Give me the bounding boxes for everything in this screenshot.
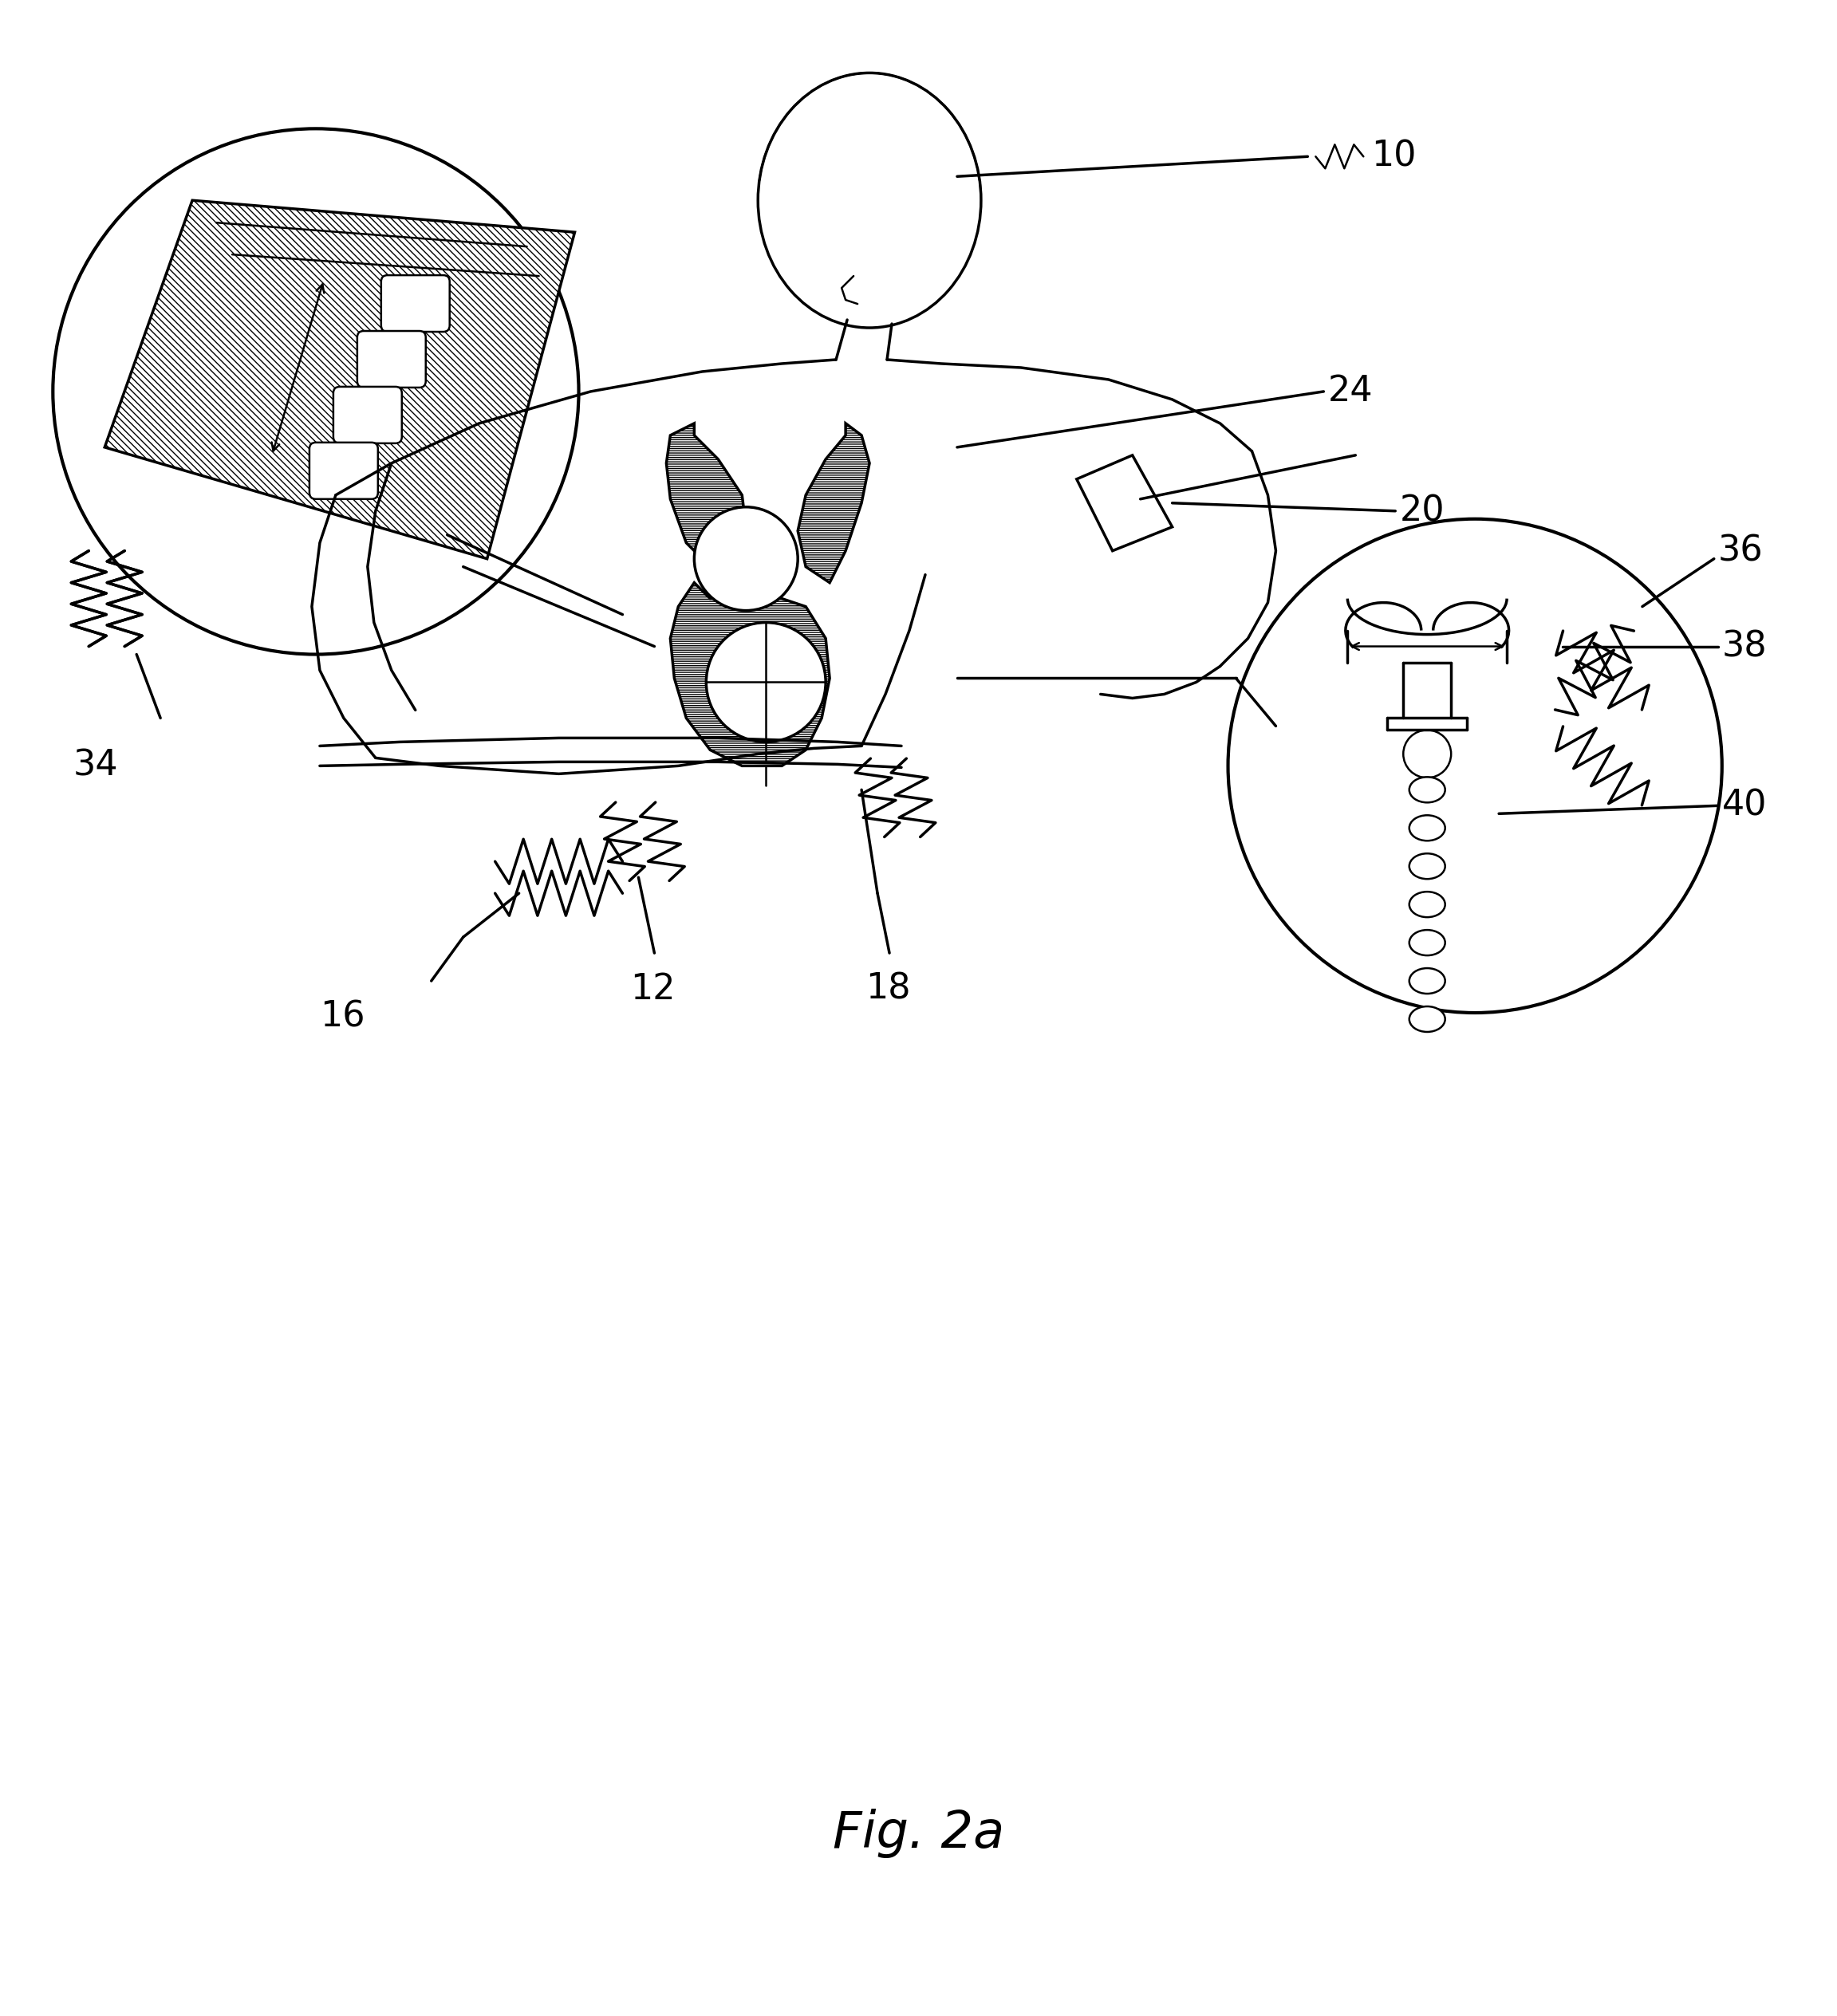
Text: Fig. 2a: Fig. 2a — [832, 1808, 1005, 1859]
Ellipse shape — [1409, 776, 1446, 802]
FancyBboxPatch shape — [356, 331, 426, 387]
Text: 34: 34 — [73, 748, 118, 782]
Ellipse shape — [1409, 968, 1446, 994]
Text: 36: 36 — [1718, 534, 1764, 569]
Ellipse shape — [1409, 853, 1446, 879]
Text: 38: 38 — [1721, 629, 1767, 663]
Polygon shape — [667, 423, 746, 575]
Circle shape — [1403, 730, 1451, 778]
Text: 12: 12 — [630, 972, 676, 1006]
FancyBboxPatch shape — [332, 387, 402, 444]
Circle shape — [705, 623, 825, 742]
FancyBboxPatch shape — [309, 442, 378, 500]
Circle shape — [1227, 518, 1721, 1012]
Polygon shape — [105, 200, 575, 558]
Ellipse shape — [1409, 814, 1446, 841]
Text: 18: 18 — [865, 972, 911, 1006]
Ellipse shape — [1409, 891, 1446, 917]
Ellipse shape — [1409, 929, 1446, 956]
Text: 24: 24 — [1328, 375, 1372, 409]
Text: 16: 16 — [320, 1000, 366, 1034]
Circle shape — [694, 506, 797, 611]
FancyBboxPatch shape — [380, 276, 450, 333]
Polygon shape — [797, 423, 869, 583]
Text: 10: 10 — [1372, 139, 1416, 173]
Polygon shape — [671, 583, 830, 766]
Ellipse shape — [1409, 1006, 1446, 1032]
Text: 40: 40 — [1721, 788, 1767, 823]
Text: 20: 20 — [1400, 494, 1444, 528]
Circle shape — [53, 129, 579, 655]
